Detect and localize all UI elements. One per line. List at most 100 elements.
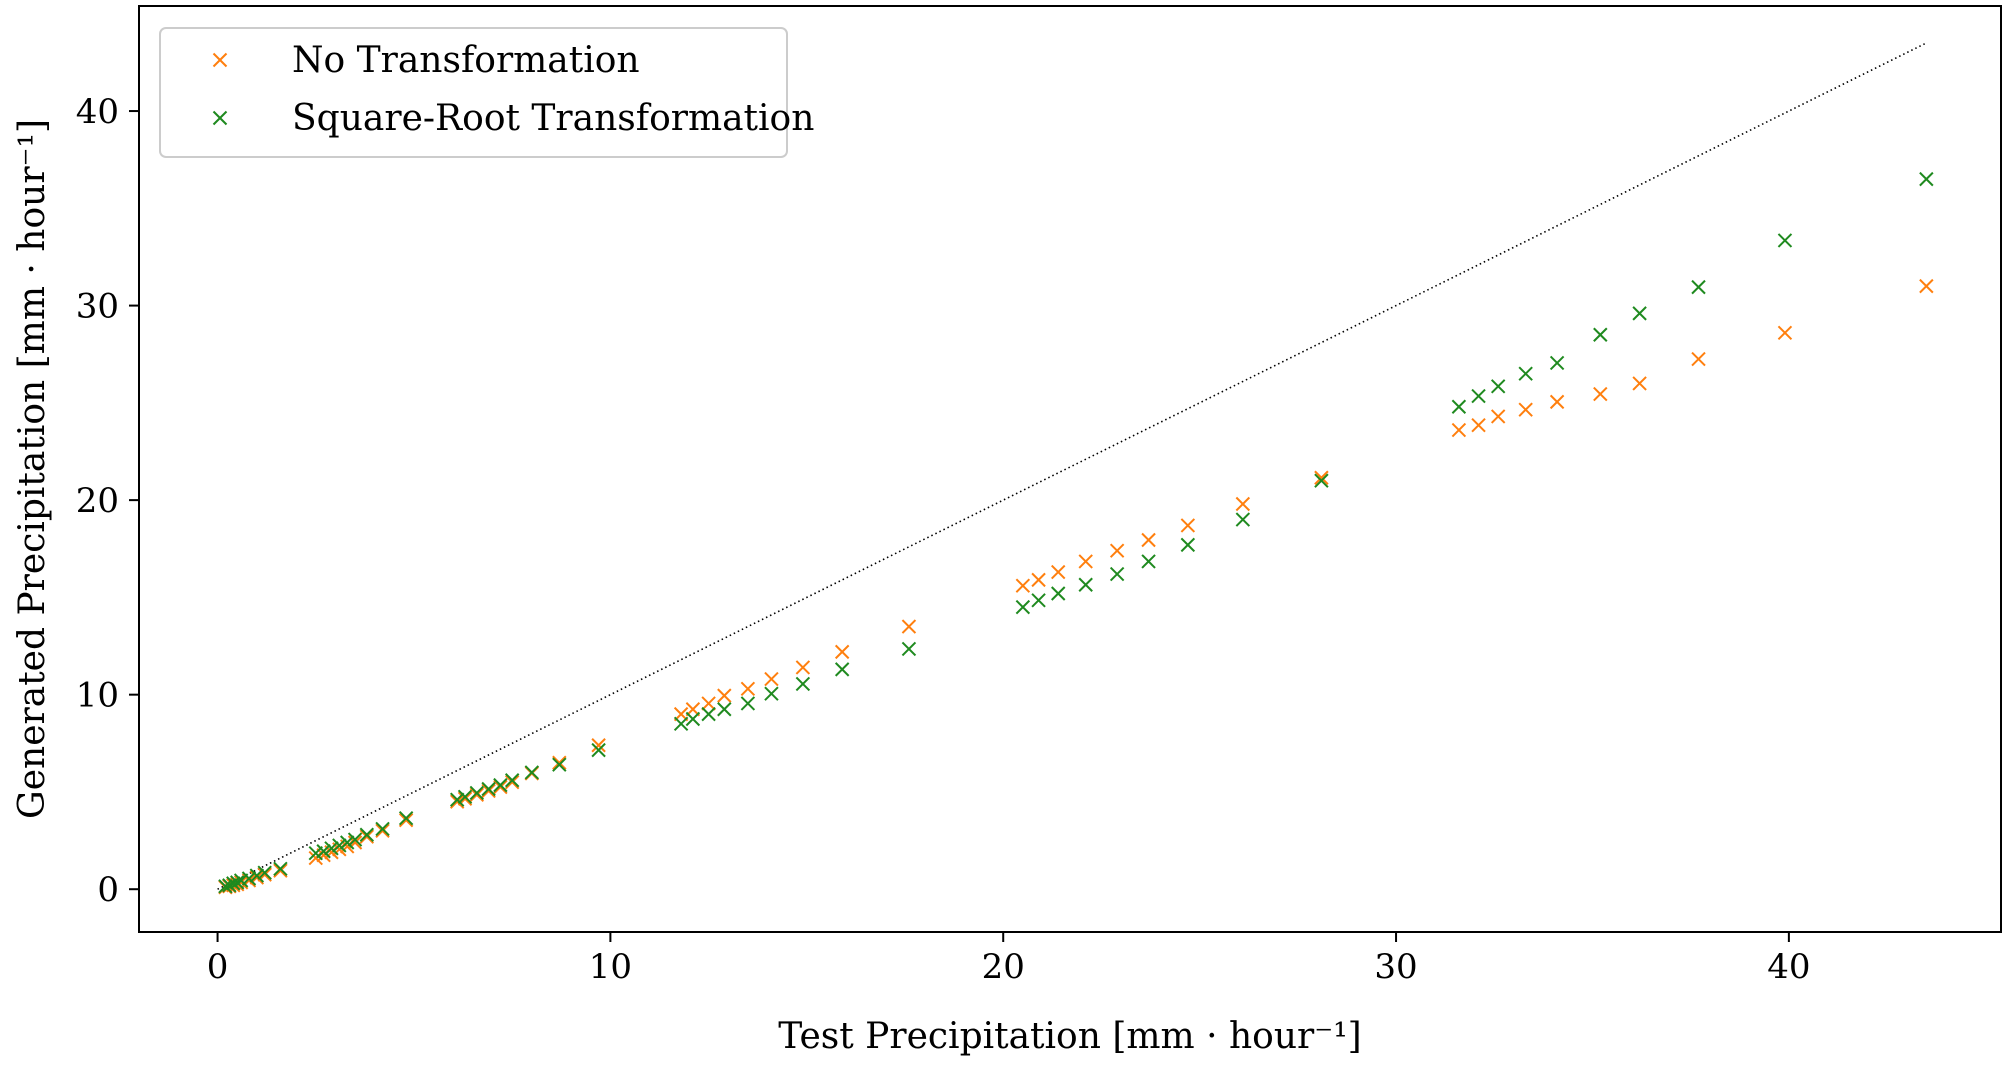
x-axis-ticks: 0 10 20 30 40 bbox=[207, 932, 1811, 987]
point-s1-40 bbox=[1109, 566, 1125, 582]
point-s1-16 bbox=[375, 821, 390, 837]
point-s1-49 bbox=[1549, 355, 1565, 371]
point-s1-8 bbox=[273, 861, 288, 876]
point-s0-50 bbox=[1593, 386, 1608, 402]
point-s1-44 bbox=[1314, 473, 1329, 488]
y-tick-label-20: 20 bbox=[76, 481, 119, 521]
data-points bbox=[218, 171, 1934, 895]
point-s0-41 bbox=[1141, 532, 1156, 548]
point-s0-48 bbox=[1518, 402, 1533, 417]
point-s0-21 bbox=[481, 783, 496, 799]
legend-marker-square-root-transformation bbox=[212, 110, 228, 126]
point-s1-27 bbox=[673, 716, 689, 732]
legend-label-no-transformation: No Transformation bbox=[292, 40, 640, 81]
point-s0-47 bbox=[1490, 409, 1506, 424]
point-s1-3 bbox=[229, 875, 245, 890]
reference-line-group bbox=[217, 42, 1927, 890]
point-s1-45 bbox=[1451, 399, 1467, 414]
point-s0-53 bbox=[1777, 325, 1793, 341]
y-axis-ticks: 0 10 20 30 40 bbox=[76, 92, 139, 910]
point-s1-46 bbox=[1471, 388, 1486, 404]
point-s0-23 bbox=[504, 774, 520, 790]
point-s1-39 bbox=[1078, 577, 1093, 592]
point-s1-22 bbox=[493, 777, 508, 793]
point-s0-45 bbox=[1451, 422, 1467, 438]
point-s1-1 bbox=[222, 878, 237, 893]
point-s1-41 bbox=[1141, 554, 1156, 569]
point-s0-34 bbox=[834, 644, 850, 660]
point-s0-43 bbox=[1235, 496, 1251, 512]
point-s0-31 bbox=[740, 681, 756, 697]
x-tick-label-30: 30 bbox=[1374, 947, 1417, 987]
point-s1-29 bbox=[701, 706, 716, 722]
point-s1-15 bbox=[359, 827, 375, 842]
point-s1-14 bbox=[347, 832, 363, 847]
point-s1-30 bbox=[717, 702, 732, 717]
point-s1-25 bbox=[552, 757, 567, 772]
point-s0-20 bbox=[469, 787, 485, 803]
legend-box bbox=[159, 27, 788, 158]
point-s0-29 bbox=[701, 696, 716, 711]
point-s0-49 bbox=[1549, 394, 1565, 410]
point-s0-26 bbox=[591, 738, 606, 753]
point-s1-20 bbox=[469, 785, 485, 801]
point-s1-48 bbox=[1518, 366, 1533, 381]
point-s1-21 bbox=[481, 781, 496, 797]
y-tick-label-0: 0 bbox=[97, 870, 119, 910]
point-s1-47 bbox=[1490, 379, 1506, 394]
point-s0-42 bbox=[1180, 518, 1196, 533]
plot-frame bbox=[138, 5, 2002, 933]
point-s0-16 bbox=[375, 823, 390, 839]
point-s0-40 bbox=[1109, 543, 1125, 558]
point-s1-26 bbox=[591, 742, 606, 758]
x-tick-label-0: 0 bbox=[207, 947, 229, 987]
point-s0-8 bbox=[273, 863, 288, 878]
point-s1-54 bbox=[1919, 171, 1934, 187]
point-s1-19 bbox=[457, 789, 473, 805]
point-s0-35 bbox=[901, 619, 917, 634]
x-axis-label: Test Precipitation [mm · hour⁻¹] bbox=[778, 1016, 1361, 1057]
y-axis-label: Generated Precipitation [mm · hour⁻¹] bbox=[12, 119, 53, 819]
reference-line bbox=[217, 42, 1927, 890]
point-s1-52 bbox=[1691, 279, 1706, 295]
point-s1-0 bbox=[218, 879, 233, 894]
point-s1-28 bbox=[685, 711, 701, 727]
x-tick-label-40: 40 bbox=[1767, 947, 1810, 987]
point-s1-51 bbox=[1632, 306, 1647, 321]
point-s0-46 bbox=[1471, 418, 1486, 433]
point-s1-50 bbox=[1593, 327, 1608, 342]
x-tick-label-10: 10 bbox=[589, 947, 632, 987]
point-s1-36 bbox=[1015, 599, 1031, 615]
point-s0-54 bbox=[1919, 278, 1934, 294]
point-s1-35 bbox=[901, 641, 917, 657]
point-s1-7 bbox=[257, 865, 272, 880]
point-s1-23 bbox=[504, 773, 520, 788]
legend-marker-no-transformation bbox=[212, 52, 228, 68]
point-s1-11 bbox=[324, 841, 339, 856]
point-s0-44 bbox=[1314, 470, 1329, 485]
point-s1-12 bbox=[332, 838, 347, 853]
point-s0-15 bbox=[359, 829, 375, 844]
y-tick-label-40: 40 bbox=[76, 92, 119, 132]
point-s1-6 bbox=[249, 868, 265, 883]
point-s0-52 bbox=[1691, 351, 1706, 367]
point-s0-37 bbox=[1031, 572, 1046, 588]
point-s1-37 bbox=[1031, 593, 1046, 608]
point-s0-17 bbox=[398, 812, 414, 828]
point-s1-34 bbox=[834, 662, 850, 677]
legend-x-marker-0 bbox=[212, 52, 228, 68]
point-s1-10 bbox=[316, 844, 331, 859]
point-s1-13 bbox=[339, 835, 355, 850]
y-tick-label-10: 10 bbox=[76, 676, 119, 716]
point-s1-42 bbox=[1180, 537, 1196, 553]
legend-label-square-root-transformation: Square-Root Transformation bbox=[292, 98, 814, 139]
legend: No Transformation Square-Root Transforma… bbox=[159, 27, 814, 158]
point-s0-30 bbox=[717, 688, 732, 703]
point-s1-43 bbox=[1235, 512, 1251, 527]
point-s0-25 bbox=[552, 755, 567, 770]
point-s1-31 bbox=[740, 696, 756, 711]
point-s0-38 bbox=[1051, 564, 1066, 580]
point-s0-32 bbox=[764, 671, 779, 687]
point-s1-33 bbox=[795, 676, 811, 692]
point-s1-5 bbox=[241, 871, 257, 886]
